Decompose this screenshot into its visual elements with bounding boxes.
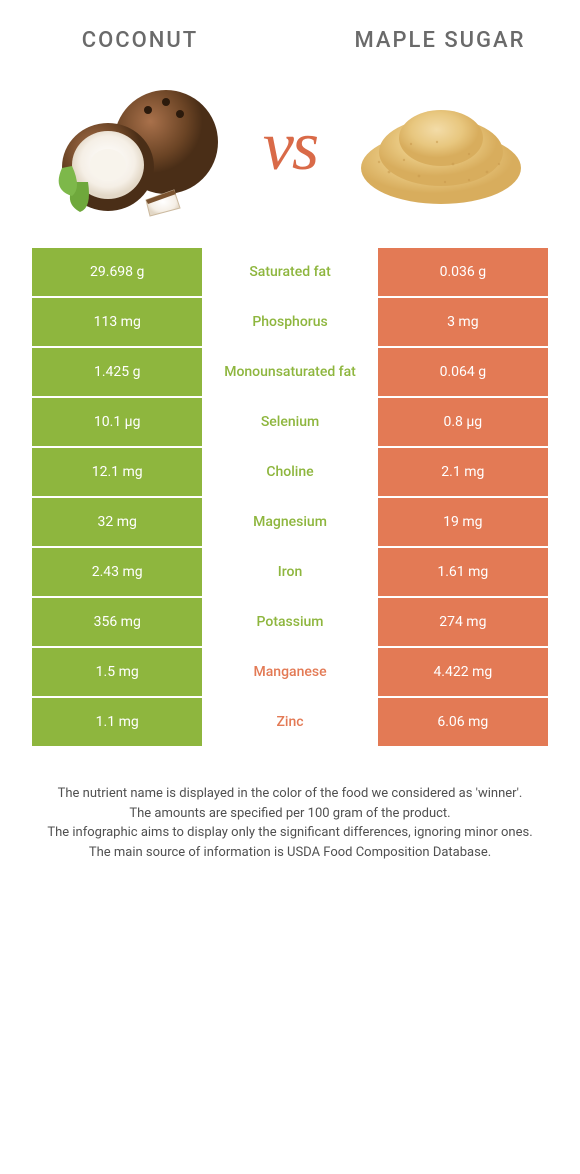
left-value: 32 mg bbox=[32, 498, 202, 546]
left-value: 12.1 mg bbox=[32, 448, 202, 496]
footnote-line: The infographic aims to display only the… bbox=[30, 823, 550, 843]
header: Coconut Maple sugar bbox=[0, 0, 580, 62]
nutrient-table: 29.698 gSaturated fat0.036 g113 mgPhosph… bbox=[30, 246, 550, 748]
right-value: 2.1 mg bbox=[378, 448, 548, 496]
footnote-line: The amounts are specified per 100 gram o… bbox=[30, 804, 550, 824]
right-value: 0.036 g bbox=[378, 248, 548, 296]
nutrient-label: Selenium bbox=[204, 398, 375, 446]
right-value: 3 mg bbox=[378, 298, 548, 346]
nutrient-label: Monounsaturated fat bbox=[204, 348, 375, 396]
left-value: 29.698 g bbox=[32, 248, 202, 296]
nutrient-row: 29.698 gSaturated fat0.036 g bbox=[32, 248, 548, 296]
left-value: 1.425 g bbox=[32, 348, 202, 396]
footnote-line: The main source of information is USDA F… bbox=[30, 843, 550, 863]
left-value: 1.5 mg bbox=[32, 648, 202, 696]
right-value: 0.8 µg bbox=[378, 398, 548, 446]
right-value: 19 mg bbox=[378, 498, 548, 546]
nutrient-row: 1.5 mgManganese4.422 mg bbox=[32, 648, 548, 696]
nutrient-label: Magnesium bbox=[204, 498, 375, 546]
nutrient-label: Zinc bbox=[204, 698, 375, 746]
nutrient-row: 32 mgMagnesium19 mg bbox=[32, 498, 548, 546]
nutrient-label: Manganese bbox=[204, 648, 375, 696]
nutrient-label: Potassium bbox=[204, 598, 375, 646]
left-value: 356 mg bbox=[32, 598, 202, 646]
nutrient-label: Choline bbox=[204, 448, 375, 496]
right-value: 1.61 mg bbox=[378, 548, 548, 596]
right-value: 0.064 g bbox=[378, 348, 548, 396]
coconut-illustration bbox=[30, 72, 253, 222]
nutrient-row: 356 mgPotassium274 mg bbox=[32, 598, 548, 646]
left-value: 10.1 µg bbox=[32, 398, 202, 446]
maple-sugar-illustration bbox=[327, 72, 550, 222]
footnote: The nutrient name is displayed in the co… bbox=[30, 784, 550, 862]
right-value: 4.422 mg bbox=[378, 648, 548, 696]
right-value: 6.06 mg bbox=[378, 698, 548, 746]
nutrient-row: 1.1 mgZinc6.06 mg bbox=[32, 698, 548, 746]
illustration-row: vs bbox=[0, 62, 580, 246]
left-value: 1.1 mg bbox=[32, 698, 202, 746]
nutrient-label: Iron bbox=[204, 548, 375, 596]
right-food-title: Maple sugar bbox=[320, 28, 560, 54]
vs-label: vs bbox=[263, 112, 317, 182]
nutrient-label: Saturated fat bbox=[204, 248, 375, 296]
nutrient-row: 12.1 mgCholine2.1 mg bbox=[32, 448, 548, 496]
comparison-infographic: Coconut Maple sugar bbox=[0, 0, 580, 862]
right-value: 274 mg bbox=[378, 598, 548, 646]
left-value: 113 mg bbox=[32, 298, 202, 346]
left-value: 2.43 mg bbox=[32, 548, 202, 596]
nutrient-row: 10.1 µgSelenium0.8 µg bbox=[32, 398, 548, 446]
left-food-title: Coconut bbox=[20, 28, 260, 54]
footnote-line: The nutrient name is displayed in the co… bbox=[30, 784, 550, 804]
nutrient-row: 1.425 gMonounsaturated fat0.064 g bbox=[32, 348, 548, 396]
nutrient-row: 113 mgPhosphorus3 mg bbox=[32, 298, 548, 346]
nutrient-row: 2.43 mgIron1.61 mg bbox=[32, 548, 548, 596]
nutrient-label: Phosphorus bbox=[204, 298, 375, 346]
